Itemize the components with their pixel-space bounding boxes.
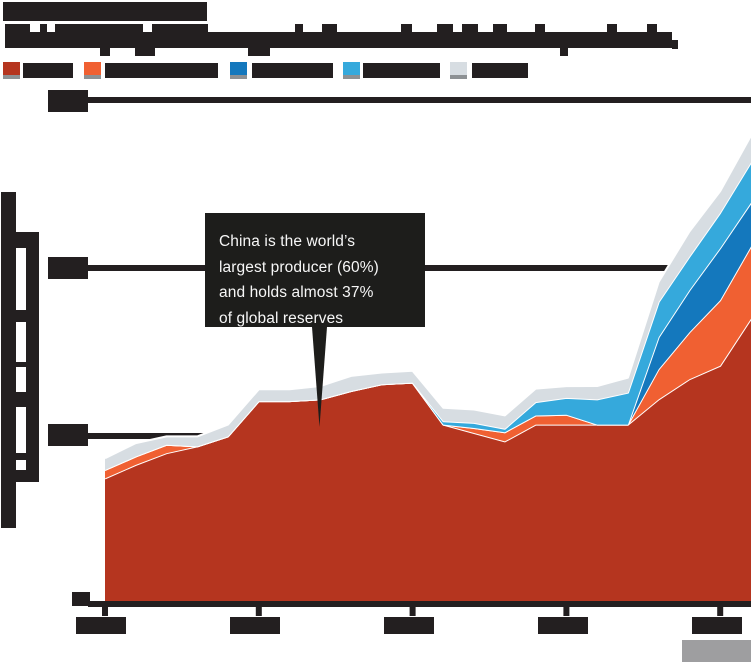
title-ascender-redaction: [493, 24, 507, 33]
legend-swatch-china: [3, 62, 20, 79]
title-ascender-redaction: [647, 24, 657, 33]
title-descender-redaction: [135, 47, 155, 56]
y-axis-title-gap: [16, 248, 26, 310]
legend-label-redaction-china: [23, 63, 73, 78]
legend-label-redaction-australia: [363, 63, 440, 78]
title-ascender-redaction: [322, 24, 337, 33]
x-tick-label-redaction-2015: [538, 617, 588, 634]
title-descender-redaction: [248, 47, 270, 56]
legend-label-redaction-united-states: [105, 63, 218, 78]
legend-swatch-other: [450, 62, 467, 79]
title-ascender-redaction: [295, 24, 303, 33]
legend-label-redaction-myanmar: [252, 63, 333, 78]
annotation-text: China is the world’s largest producer (6…: [219, 233, 379, 327]
y-tick-label-redaction-300: [48, 90, 88, 112]
y-axis-title-gap: [16, 322, 26, 362]
y-axis-title-redaction-line1: [1, 192, 16, 528]
legend-swatch-myanmar: [230, 62, 247, 79]
title-ascender-redaction: [40, 24, 47, 33]
kicker-redaction: [3, 2, 207, 21]
x-tick-label-redaction-2010: [384, 617, 434, 634]
y-tick-label-redaction-0: [72, 592, 90, 606]
legend-swatch-united-states: [84, 62, 101, 79]
title-ascender-redaction: [5, 24, 30, 33]
annotation-callout: China is the world’s largest producer (6…: [205, 213, 425, 327]
title-ascender-redaction: [152, 24, 208, 33]
x-tick-label-redaction-2020: [692, 617, 742, 634]
title-ascender-redaction: [535, 24, 545, 33]
y-axis-title-gap: [16, 367, 26, 392]
title-ascender-redaction: [607, 24, 617, 33]
title-ascender-redaction: [55, 24, 143, 33]
y-tick-label-redaction-200: [48, 257, 88, 279]
y-axis-title-gap: [16, 460, 26, 470]
title-descender-redaction: [100, 47, 110, 56]
x-tick-label-redaction-2000: [76, 617, 126, 634]
title-ascender-redaction: [401, 24, 412, 33]
title-descender-redaction: [560, 47, 568, 56]
title-ascender-redaction: [437, 24, 453, 33]
title-period-redaction: [672, 40, 678, 49]
title-redaction: [5, 32, 672, 48]
y-axis-title-gap: [16, 407, 26, 453]
legend-label-redaction-other: [472, 63, 528, 78]
y-tick-label-redaction-100: [48, 424, 88, 446]
source-redaction: [682, 640, 751, 662]
title-ascender-redaction: [462, 24, 478, 33]
legend-swatch-australia: [343, 62, 360, 79]
x-tick-label-redaction-2005: [230, 617, 280, 634]
